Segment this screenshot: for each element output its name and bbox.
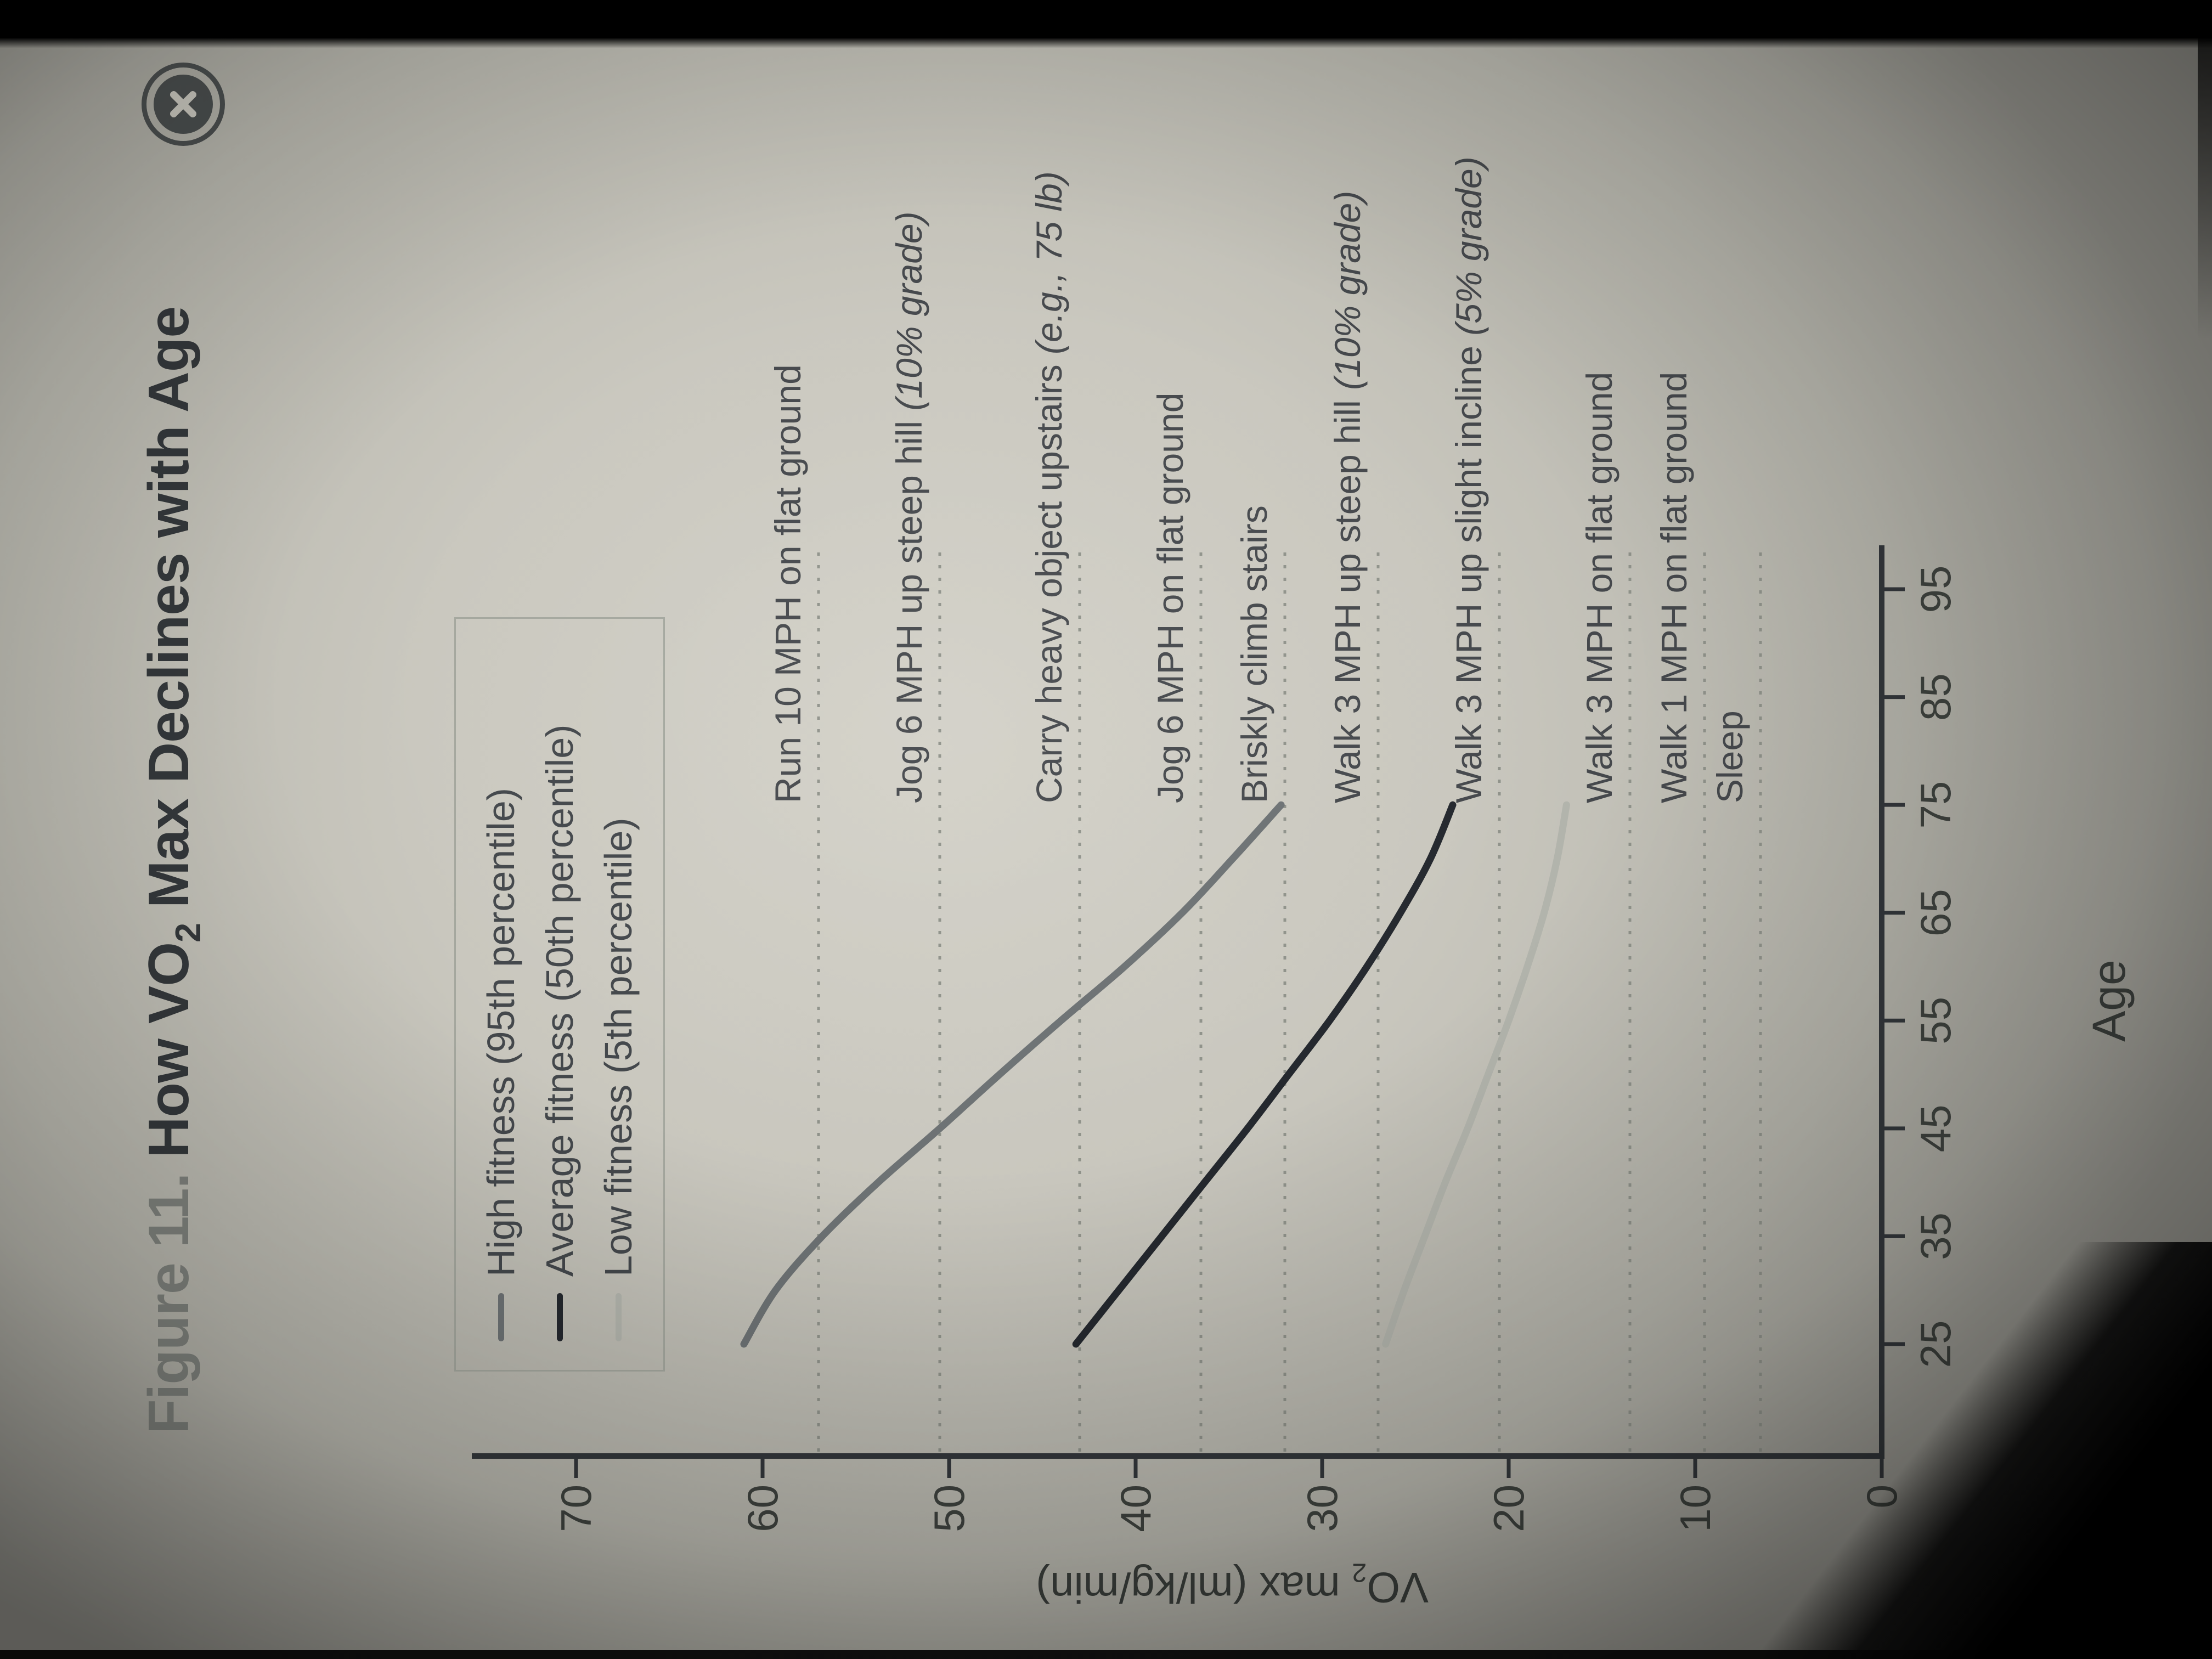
y-tick-label-60: 60 [738, 1485, 787, 1532]
x-tick-label-25: 25 [1911, 1320, 1960, 1368]
y-tick-label-40: 40 [1111, 1485, 1160, 1532]
x-tick-label-55: 55 [1911, 996, 1960, 1045]
x-tick-label-65: 65 [1911, 889, 1960, 937]
reference-label-4: Briskly climb stairs [1234, 505, 1274, 803]
y-axis-title: VO2 max (ml/kg/min) [1036, 1558, 1429, 1612]
y-tick-label-20: 20 [1485, 1485, 1533, 1532]
x-tick-label-35: 35 [1911, 1212, 1960, 1260]
y-tick-label-30: 30 [1298, 1485, 1346, 1532]
reference-label-3: Jog 6 MPH on flat ground [1150, 392, 1190, 803]
reference-label-0: Run 10 MPH on flat ground [768, 364, 808, 803]
reference-label-8: Walk 1 MPH on flat ground [1654, 371, 1694, 803]
x-tick-label-45: 45 [1911, 1104, 1960, 1153]
reference-label-1: Jog 6 MPH up steep hill (10% grade) [889, 211, 929, 803]
x-tick-label-85: 85 [1911, 673, 1960, 721]
reference-label-2: Carry heavy object upstairs (e.g., 75 lb… [1029, 171, 1069, 803]
y-tick-label-10: 10 [1671, 1485, 1719, 1532]
y-tick-label-0: 0 [1858, 1485, 1906, 1509]
reference-label-7: Walk 3 MPH on flat ground [1579, 371, 1620, 803]
series-curve-0 [740, 801, 1285, 1348]
x-axis-title: Age [2083, 960, 2135, 1042]
series-curve-2 [1382, 801, 1570, 1348]
reference-label-5: Walk 3 MPH up steep hill (10% grade) [1327, 190, 1368, 803]
x-tick-label-75: 75 [1911, 781, 1960, 829]
y-tick-label-50: 50 [925, 1485, 973, 1532]
reference-label-6: Walk 3 MPH up slight incline (5% grade) [1448, 156, 1489, 803]
x-tick-label-95: 95 [1911, 565, 1960, 613]
series-curve-1 [1072, 801, 1457, 1348]
y-tick-label-70: 70 [552, 1485, 600, 1532]
reference-label-9: Sleep [1709, 710, 1750, 803]
